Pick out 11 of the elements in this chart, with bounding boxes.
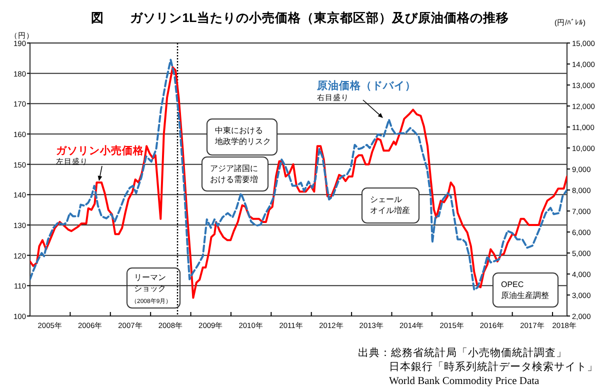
ref-line-label: リーマンショック — [134, 273, 166, 293]
text: 日本銀行「時系列統計データ検索サイト」 — [389, 360, 598, 373]
annotation: OPEC原油生産調整 — [501, 280, 549, 300]
source-note: 出典：総務省統計局「小売物価統計調査」 — [358, 346, 567, 359]
annotation: シェールオイル増産 — [370, 195, 410, 215]
series-label: ガソリン小売価格 — [56, 144, 145, 157]
annotation: 中東における地政学的リスク — [214, 126, 271, 146]
chart-title: 図 ガソリン1L当たりの小売価格（東京都区部）及び原油価格の推移 — [91, 10, 509, 25]
annotation: アジア諸国における需要増 — [210, 164, 258, 184]
text: World Bank Commodity Price Data — [389, 376, 540, 387]
text: 原油価格（ドバイ） — [316, 79, 416, 92]
